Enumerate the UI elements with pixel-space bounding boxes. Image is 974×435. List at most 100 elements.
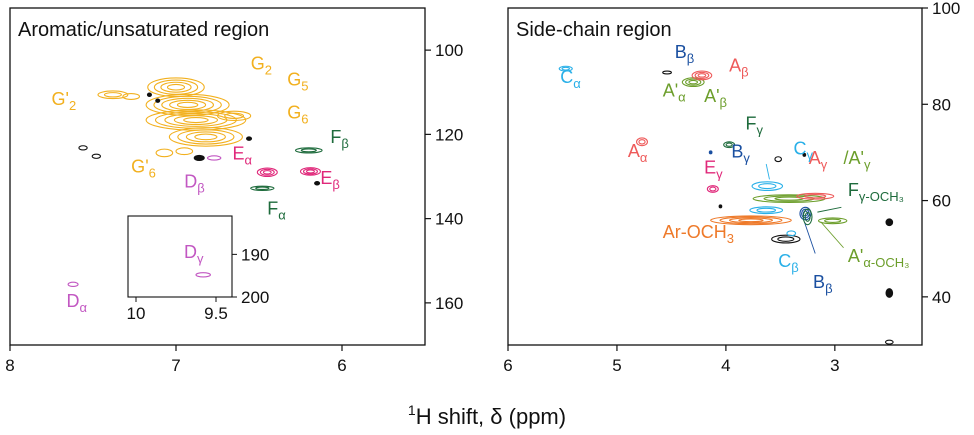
aromatic-peak-label-9-main: F: [267, 198, 278, 218]
sidechain-x-tick-label-3: 3: [830, 356, 839, 375]
sidechain-peak-11-contour-0: [636, 137, 649, 147]
aromatic-peak-7: [155, 148, 174, 158]
aromatic-peak-18-contour-0: [314, 181, 321, 186]
aromatic-peak-5-contour-1: [103, 92, 122, 98]
aromatic-peak-20-contour-0: [146, 92, 152, 98]
sidechain-peak-label-15-main: B: [675, 42, 687, 62]
sidechain-peak-10-contour-0: [706, 185, 719, 193]
sidechain-peak-8-contour-0: [771, 234, 801, 244]
sidechain-peak-label-12-main: A': [663, 81, 678, 101]
sidechain-peak-label-6-main: A: [809, 148, 821, 168]
aromatic-peak-1-contour-4: [176, 101, 199, 109]
sidechain-peak-22-contour-0: [708, 150, 713, 155]
sidechain-peak-0-contour-3: [738, 218, 764, 223]
sidechain-peak-5: [796, 192, 835, 200]
aromatic-peak-label-7: Dβ: [184, 171, 204, 195]
aromatic-peak-label-7-sub: β: [197, 180, 204, 195]
aromatic-peak-21-contour-0: [155, 98, 161, 103]
sidechain-peak-label-2-main: B: [813, 272, 825, 292]
sidechain-peak-label-3-sub: α-OCH₃: [863, 255, 909, 270]
sidechain-leader-2: [817, 206, 842, 213]
sidechain-peak-2-contour-1: [804, 212, 811, 222]
aromatic-peak-6-contour-0: [122, 92, 141, 100]
aromatic-peak-label-6-sub: β: [332, 177, 339, 192]
sidechain-y-tick-label-2: 80: [932, 95, 951, 114]
aromatic-peak-15-contour-0: [294, 147, 323, 154]
aromatic-peak-label-4-sub: 6: [149, 165, 156, 180]
sidechain-peak-15: [691, 70, 713, 81]
sidechain-y-tick-label-0: 40: [932, 288, 951, 307]
sidechain-peak-0: [710, 215, 792, 226]
sidechain-peak-18-contour-0: [885, 288, 894, 298]
aromatic-peak-2-contour-4: [183, 117, 209, 124]
sidechain-peak-label-6-sub: γ: [821, 157, 828, 172]
sidechain-peak-12-contour-1: [725, 142, 733, 147]
sidechain-peak-label-16: Cα: [560, 67, 581, 91]
sidechain-peak-21-contour-0: [802, 152, 807, 157]
aromatic-y-tick-label-0: 100: [435, 41, 463, 60]
aromatic-peak-label-3-prime: ': [66, 89, 69, 109]
sidechain-panel-title: Side-chain region: [516, 19, 672, 41]
sidechain-x-tick-label-0: 6: [503, 356, 512, 375]
aromatic-peak-0: [147, 77, 205, 98]
sidechain-peak-17-contour-0: [558, 65, 573, 72]
aromatic-peak-3: [168, 127, 243, 147]
sidechain-peak-3-contour-1: [824, 218, 842, 223]
aromatic-peak-label-2-main: G: [287, 102, 301, 122]
aromatic-peak-label-3-main: G: [52, 89, 66, 109]
aromatic-y-tick-label-3: 160: [435, 294, 463, 313]
sidechain-peak-9: [786, 230, 797, 237]
sidechain-peak-15-contour-1: [694, 71, 710, 79]
sidechain-peak-label-3-main: A': [848, 246, 863, 266]
sidechain-peak-label-11-main: F: [746, 113, 757, 133]
sidechain-frame: [507, 7, 923, 346]
sidechain-peak-label-2-sub: β: [825, 281, 832, 296]
aromatic-peak-4-contour-0: [216, 110, 252, 122]
sidechain-x-tick-label-1: 5: [612, 356, 621, 375]
sidechain-peak-9-contour-0: [786, 230, 797, 237]
sidechain-peak-label-4-sub: γ-OCH₃: [859, 189, 904, 204]
sidechain-peak-17-contour-1: [561, 66, 570, 71]
aromatic-x-tick-label-0: 8: [5, 356, 14, 375]
aromatic-peak-19: [245, 136, 253, 141]
sidechain-peak-13: [774, 156, 783, 163]
aromatic-peak-0-contour-3: [166, 83, 186, 91]
aromatic-peak-label-0-sub: 2: [265, 63, 272, 78]
aromatic-peak-16-contour-1: [255, 186, 270, 191]
sidechain-peak-20-contour-0: [884, 339, 894, 345]
sidechain-peak-label-8-main: C: [793, 138, 806, 158]
aromatic-peak-2-contour-3: [173, 115, 219, 125]
inset-x-tick-label-0: 10: [127, 304, 146, 323]
sidechain-peak-20: [884, 339, 894, 345]
sidechain-peak-14-contour-2: [688, 79, 699, 85]
aromatic-peak-1-contour-0: [145, 93, 230, 116]
sidechain-peak-8: [771, 234, 801, 244]
sidechain-peak-2-contour-0: [802, 208, 813, 226]
aromatic-y-tick-label-1: 120: [435, 125, 463, 144]
aromatic-peak-14-contour-0: [299, 167, 321, 176]
sidechain-peak-label-1-main: C: [778, 251, 791, 271]
sidechain-peak-label-7: /A'γ: [844, 148, 871, 172]
sidechain-peak-label-14: Aβ: [729, 56, 749, 80]
aromatic-peak-8-contour-0: [175, 147, 194, 156]
aromatic-peak-14: [299, 167, 321, 176]
sidechain-peak-15-contour-2: [697, 73, 707, 78]
inset-peak-0: [195, 272, 211, 278]
sidechain-peak-8-contour-1: [777, 236, 795, 242]
aromatic-peak-1-contour-3: [169, 99, 207, 111]
sidechain-peak-label-12: A'α: [663, 81, 686, 105]
sidechain-x-tick-label-2: 4: [721, 356, 730, 375]
aromatic-peak-14-contour-2: [305, 169, 315, 174]
aromatic-panel-title: Aromatic/unsaturated region: [18, 19, 269, 41]
sidechain-peak-label-4-main: F: [848, 180, 859, 200]
sidechain-peak-label-11: Fγ: [746, 113, 764, 137]
aromatic-peak-13-contour-0: [256, 167, 278, 178]
aromatic-y-tick-label-2: 140: [435, 210, 463, 229]
aromatic-peak-label-1-sub: 5: [301, 79, 308, 94]
aromatic-peak-13: [256, 167, 278, 178]
aromatic-peak-16-contour-0: [250, 185, 275, 191]
sidechain-peak-7-contour-1: [758, 183, 777, 190]
sidechain-peak-5-contour-0: [796, 192, 835, 200]
